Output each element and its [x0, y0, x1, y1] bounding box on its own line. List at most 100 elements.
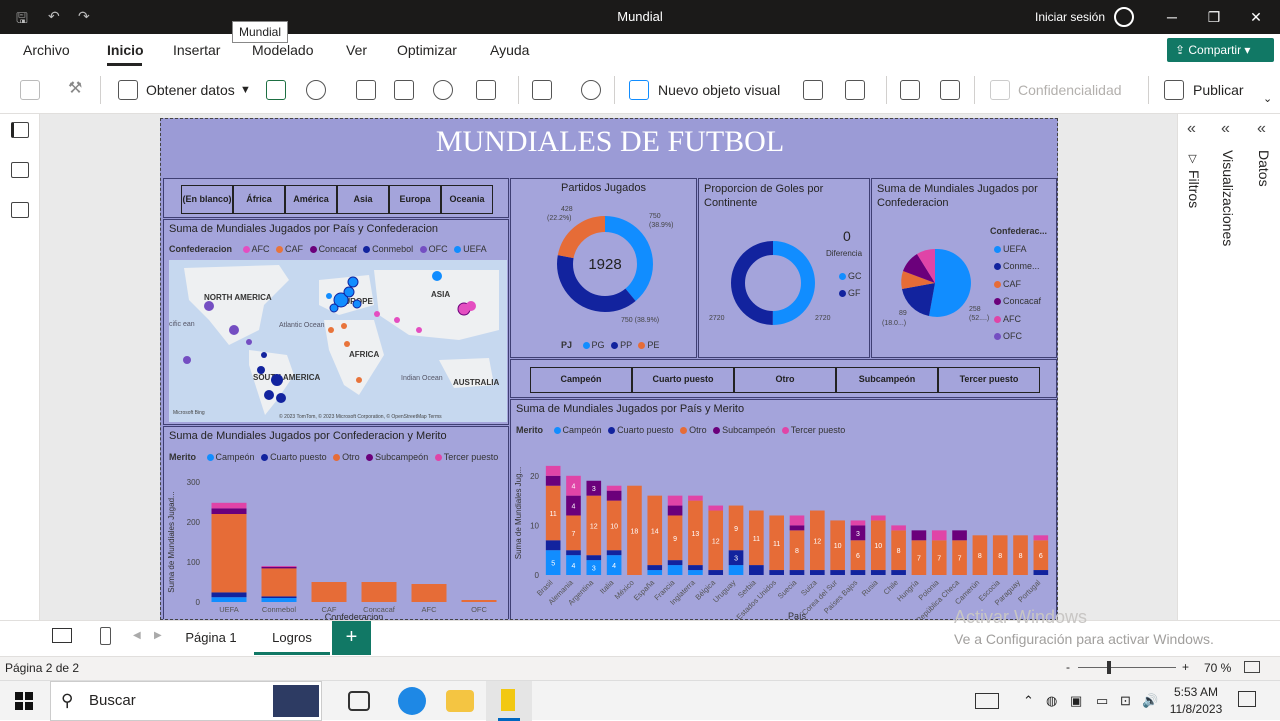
- tab-inicio[interactable]: Inicio: [107, 42, 144, 58]
- slicer-option[interactable]: África: [233, 185, 285, 214]
- bar-segment[interactable]: [1033, 540, 1049, 571]
- bubble[interactable]: [343, 286, 355, 298]
- slicer-option[interactable]: Cuarto puesto: [632, 367, 734, 393]
- bar-segment[interactable]: [606, 550, 622, 556]
- bubble[interactable]: [229, 325, 239, 335]
- bar-segment[interactable]: [361, 582, 397, 602]
- confed-merit-chart-visual[interactable]: Suma de Mundiales Jugados por Confederac…: [163, 426, 509, 619]
- bar-segment[interactable]: [211, 508, 247, 514]
- notifications-icon[interactable]: [1238, 691, 1256, 707]
- pie-slice-caf[interactable]: [901, 271, 935, 289]
- bar-segment[interactable]: [647, 495, 663, 566]
- bar-segment[interactable]: [261, 566, 297, 569]
- bar-segment[interactable]: [850, 540, 866, 571]
- matches-donut[interactable]: 1928 750 (38.9%) 428 (22.2%) 750 (38.9%): [511, 179, 698, 359]
- bubble[interactable]: [394, 317, 400, 323]
- slicer-option[interactable]: Subcampeón: [836, 367, 938, 393]
- network-icon[interactable]: ⊡: [1120, 693, 1131, 708]
- bar-segment[interactable]: [586, 480, 602, 496]
- restore-button[interactable]: ❐: [1207, 9, 1221, 25]
- bar-segment[interactable]: [810, 510, 825, 571]
- desktop-layout-icon[interactable]: [52, 628, 72, 643]
- bar-segment[interactable]: [952, 530, 967, 541]
- confederation-pie-visual[interactable]: Suma de Mundiales Jugados por Confederac…: [871, 178, 1057, 358]
- tab-ayuda[interactable]: Ayuda: [490, 42, 530, 58]
- bar-segment[interactable]: [606, 500, 622, 551]
- excel-icon[interactable]: [266, 80, 286, 100]
- enter-data-icon[interactable]: [394, 80, 414, 100]
- bubble[interactable]: [432, 271, 442, 281]
- slicer-option[interactable]: Oceania: [441, 185, 493, 214]
- bar-segment[interactable]: [749, 565, 764, 575]
- bar-segment[interactable]: [211, 502, 247, 509]
- bubble[interactable]: [257, 366, 265, 374]
- bar-segment[interactable]: [606, 490, 622, 501]
- bubble[interactable]: [329, 303, 339, 313]
- filters-pane-label[interactable]: Filtros: [1186, 170, 1202, 209]
- bar-segment[interactable]: [311, 582, 347, 602]
- map-visual[interactable]: Suma de Mundiales Jugados por País y Con…: [163, 219, 509, 425]
- save-icon[interactable]: 🖫: [16, 10, 28, 26]
- bar-segment[interactable]: [566, 495, 581, 516]
- bar-segment[interactable]: [261, 598, 297, 602]
- bar-segment[interactable]: [992, 535, 1008, 575]
- bar-segment[interactable]: [688, 495, 703, 501]
- bar-segment[interactable]: [708, 510, 724, 571]
- bar-segment[interactable]: [667, 505, 683, 516]
- bar-segment[interactable]: [1033, 535, 1049, 541]
- bar-segment[interactable]: [586, 560, 602, 575]
- confederation-pie[interactable]: 258 (52....) 89 (18.0...): [872, 179, 1058, 359]
- donut-slice-gf[interactable]: [731, 241, 815, 325]
- bar-segment[interactable]: [789, 515, 805, 526]
- zoom-in-button[interactable]: +: [1182, 660, 1190, 674]
- bar-segment[interactable]: [545, 485, 561, 541]
- bar-segment[interactable]: [870, 520, 886, 571]
- pie-slice-uefa[interactable]: [929, 248, 971, 317]
- pie-slice-afc[interactable]: [917, 248, 935, 283]
- slicer-option[interactable]: Asia: [337, 185, 389, 214]
- taskbar-search[interactable]: ⚲ Buscar: [50, 681, 322, 721]
- slicer-option[interactable]: América: [285, 185, 337, 214]
- bar-segment[interactable]: [461, 600, 497, 602]
- tab-insertar[interactable]: Insertar: [173, 42, 221, 58]
- bar-segment[interactable]: [545, 465, 561, 476]
- tray-app-icon[interactable]: ◍: [1046, 693, 1058, 708]
- signin-link[interactable]: Iniciar sesión: [1035, 10, 1106, 24]
- bar-segment[interactable]: [261, 566, 297, 567]
- bar-segment[interactable]: [728, 505, 744, 551]
- bar-segment[interactable]: [952, 540, 967, 575]
- donut-slice-pp[interactable]: [557, 216, 653, 312]
- windows-start-icon[interactable]: [15, 692, 33, 710]
- bar-segment[interactable]: [566, 550, 581, 556]
- sql-icon[interactable]: [356, 80, 376, 100]
- chevron-up-icon[interactable]: ⌃: [1023, 693, 1034, 708]
- clock-time[interactable]: 5:53 AM: [1173, 685, 1219, 699]
- quick-measure-icon[interactable]: [940, 80, 960, 100]
- matches-donut-visual[interactable]: Partidos Jugados 1928 750 (38.9%) 428 (2…: [510, 178, 697, 358]
- bar-segment[interactable]: [566, 475, 581, 496]
- bar-segment[interactable]: [728, 550, 744, 566]
- next-page-icon[interactable]: ▶: [154, 630, 162, 641]
- bar-segment[interactable]: [789, 530, 805, 571]
- bubble[interactable]: [261, 352, 267, 358]
- bar-segment[interactable]: [211, 597, 247, 602]
- bar-segment[interactable]: [688, 565, 703, 571]
- bar-segment[interactable]: [850, 520, 866, 526]
- bar-segment[interactable]: [850, 525, 866, 541]
- text-box-icon[interactable]: [803, 80, 823, 100]
- bubble[interactable]: [183, 356, 191, 364]
- bar-segment[interactable]: [891, 525, 906, 531]
- bubble[interactable]: [204, 301, 214, 311]
- bar-segment[interactable]: [789, 570, 805, 575]
- bar-segment[interactable]: [769, 515, 784, 571]
- tab-optimizar[interactable]: Optimizar: [397, 42, 457, 58]
- data-pane-label[interactable]: Datos: [1256, 150, 1272, 187]
- expand-filters-icon[interactable]: «: [1187, 120, 1196, 137]
- new-measure-icon[interactable]: [900, 80, 920, 100]
- paste-icon[interactable]: [20, 80, 40, 100]
- donut-slice-pe[interactable]: [557, 216, 653, 312]
- mobile-layout-icon[interactable]: [100, 627, 111, 645]
- minimize-button[interactable]: ─: [1167, 9, 1177, 25]
- tab-archivo[interactable]: Archivo: [23, 42, 70, 58]
